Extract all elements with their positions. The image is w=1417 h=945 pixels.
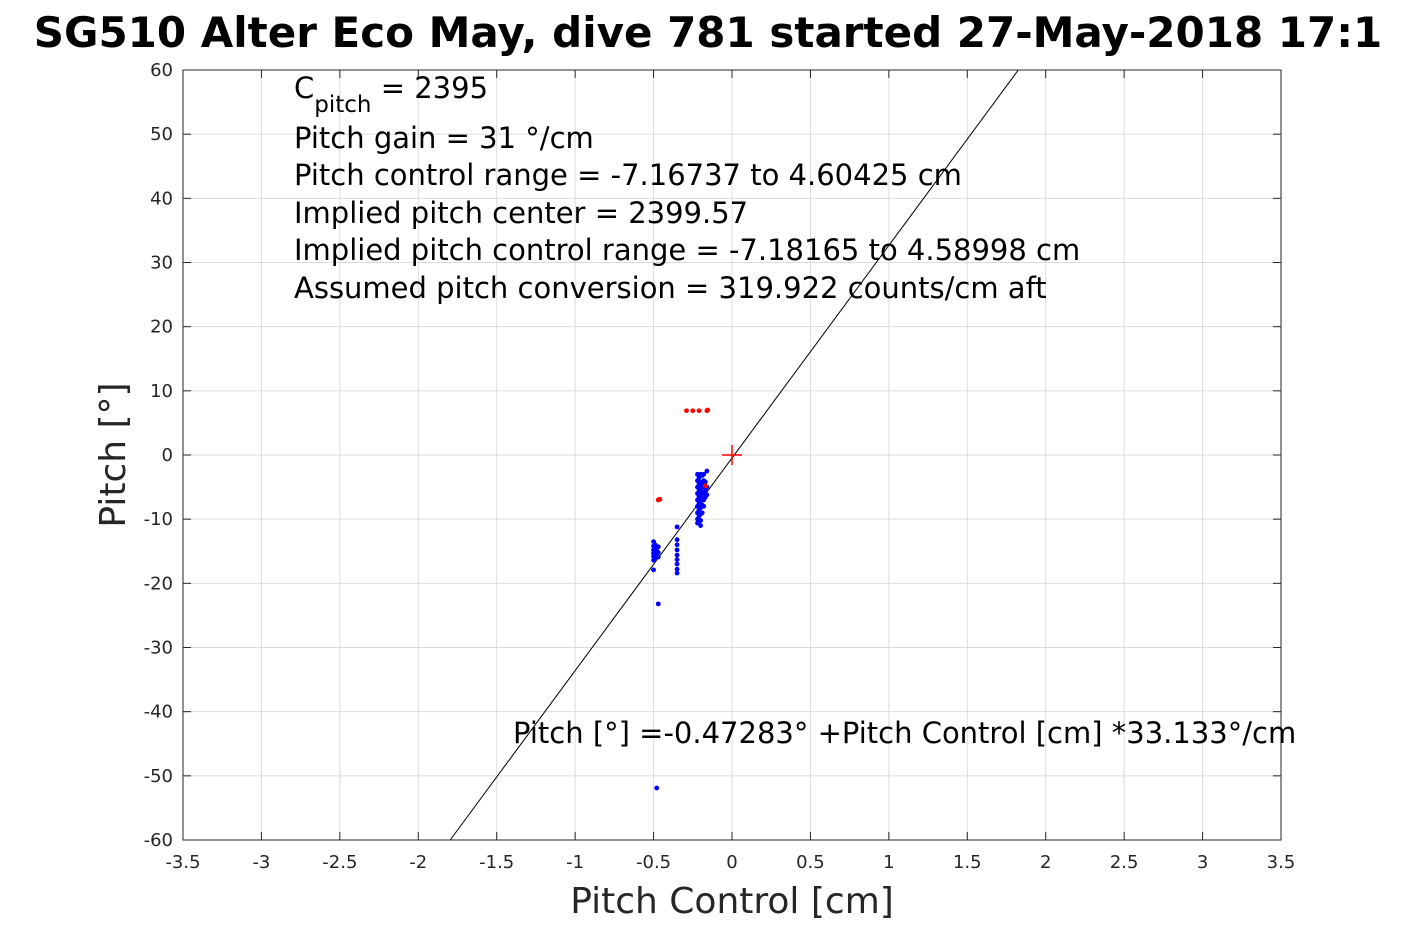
x-tick-labels: -3.5 -3 -2.5 -2 -1.5 -1 -0.5 0 0.5 1 1.5 2 2.5 3 3.5 [165, 852, 1295, 873]
c-pitch-annotation: Cpitch = 2395 [294, 71, 488, 118]
implied-control-range-annotation: Implied pitch control range = -7.18165 t… [294, 233, 1080, 267]
y-tick-label: 0 [162, 445, 173, 466]
data-point-blue [674, 561, 680, 567]
data-point-blue [654, 785, 660, 791]
y-tick-label: 30 [150, 253, 173, 274]
chart-title: SG510 Alter Eco May, dive 781 started 27… [34, 8, 1383, 57]
y-tick-label: 20 [150, 317, 173, 338]
data-point-red [696, 408, 702, 414]
data-point-blue [702, 479, 708, 485]
x-tick-label: 3.5 [1267, 852, 1296, 873]
data-point-blue [698, 523, 704, 528]
c-pitch-value: = 2395 [371, 71, 488, 105]
data-point-blue [655, 554, 661, 560]
x-tick-label: -0.5 [636, 852, 671, 873]
y-tick-label: -40 [144, 702, 173, 723]
data-point-blue [698, 518, 704, 523]
data-point-blue [651, 567, 656, 573]
y-tick-label: -60 [144, 830, 173, 851]
data-point-blue [655, 544, 661, 550]
data-point-blue [674, 524, 680, 530]
data-point-blue [674, 552, 680, 558]
data-point-blue [674, 557, 680, 562]
pitch-control-range-annotation: Pitch control range = -7.16737 to 4.6042… [294, 158, 962, 192]
annotation-block: Cpitch = 2395 Pitch gain = 31 °/cm Pitch… [294, 71, 1080, 305]
data-point-blue [704, 492, 710, 498]
y-tick-label: -30 [144, 638, 173, 659]
y-tick-label: 50 [150, 124, 173, 145]
data-point-red [684, 408, 689, 414]
x-tick-label: -1 [566, 852, 584, 873]
y-tick-labels: -60 -50 -40 -30 -20 -10 0 10 20 30 40 50 60 [144, 60, 173, 851]
x-tick-label: -2 [409, 852, 427, 873]
x-tick-label: -3 [252, 852, 270, 873]
data-point-blue [702, 488, 708, 494]
data-point-red [705, 407, 711, 413]
y-tick-label: -10 [144, 509, 173, 530]
data-point-blue [674, 547, 680, 553]
y-tick-label: -50 [144, 766, 173, 787]
x-axis-label: Pitch Control [cm] [570, 881, 894, 922]
fit-equation-annotation: Pitch [°] =-0.47283° +Pitch Control [cm]… [513, 716, 1296, 750]
x-tick-label: 0.5 [796, 852, 825, 873]
x-tick-label: -1.5 [479, 852, 514, 873]
x-tick-label: 0 [726, 852, 737, 873]
c-pitch-main: C [294, 71, 314, 105]
data-point-red [702, 483, 708, 489]
data-point-blue [655, 601, 661, 607]
data-point-blue [674, 570, 680, 576]
data-point-blue [701, 471, 707, 477]
x-tick-label: 2.5 [1110, 852, 1139, 873]
x-tick-label: -3.5 [165, 852, 200, 873]
y-tick-label: 60 [150, 60, 173, 81]
data-points [651, 407, 711, 791]
ticks [182, 69, 1282, 841]
data-point-blue [701, 503, 707, 509]
data-point-red [690, 408, 696, 414]
data-point-blue [699, 510, 705, 516]
x-tick-label: 3 [1197, 852, 1208, 873]
implied-pitch-center-annotation: Implied pitch center = 2399.57 [294, 196, 748, 230]
data-point-blue [674, 542, 680, 548]
grid [182, 69, 1282, 841]
center-marker-group [722, 445, 742, 465]
pitch-conversion-annotation: Assumed pitch conversion = 319.922 count… [294, 271, 1047, 305]
x-tick-label: 2 [1040, 852, 1051, 873]
x-tick-label: 1 [883, 852, 894, 873]
data-point-blue [704, 468, 710, 474]
y-axis-label: Pitch [°] [93, 382, 134, 527]
x-tick-label: -2.5 [322, 852, 357, 873]
y-tick-label: -20 [144, 573, 173, 594]
y-tick-label: 40 [150, 188, 173, 209]
data-point-blue [674, 537, 680, 543]
pitch-gain-annotation: Pitch gain = 31 °/cm [294, 121, 594, 155]
data-point-red [655, 497, 661, 503]
c-pitch-subscript: pitch [314, 92, 371, 118]
y-tick-label: 10 [150, 381, 173, 402]
x-tick-label: 1.5 [953, 852, 982, 873]
data-point-blue [655, 550, 661, 555]
data-point-blue [674, 566, 680, 572]
